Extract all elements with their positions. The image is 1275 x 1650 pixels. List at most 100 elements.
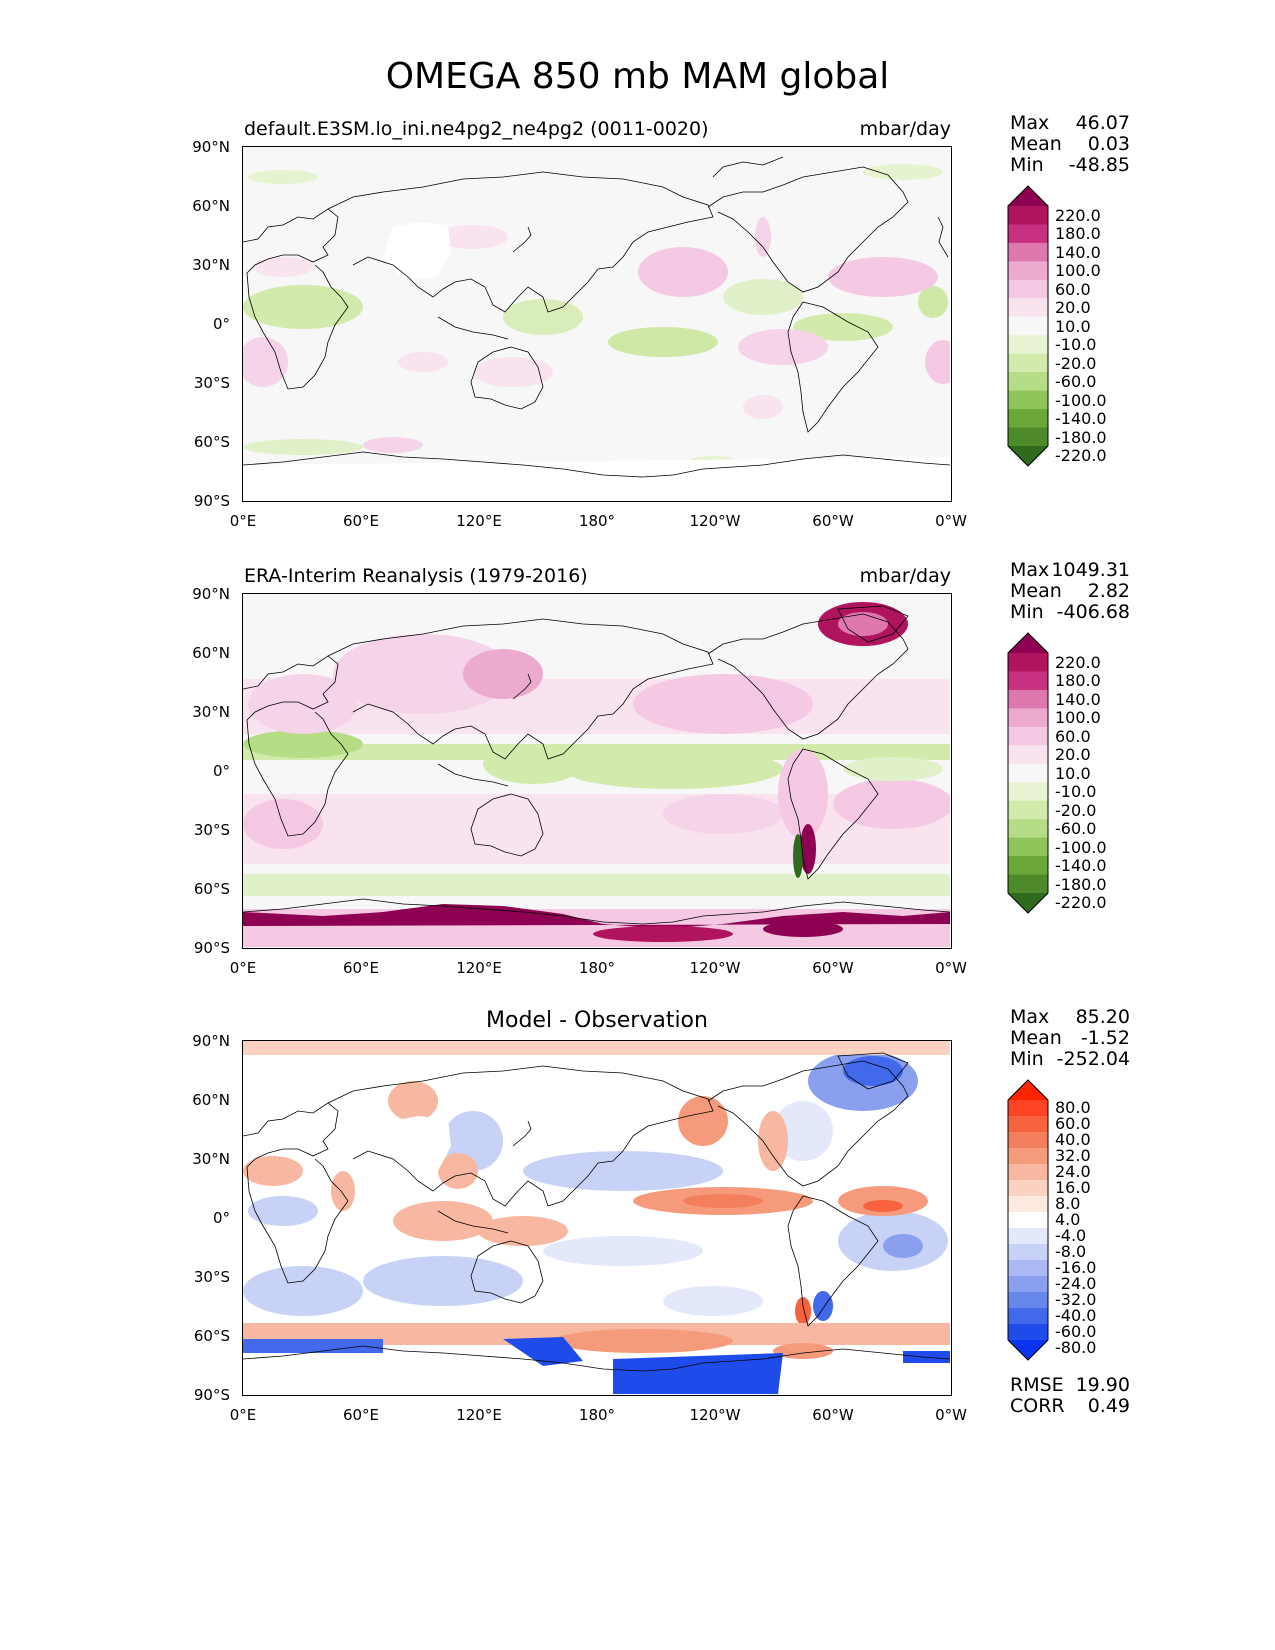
stat-value-max: 1049.31 bbox=[1051, 559, 1130, 581]
xtick-label: 60°E bbox=[342, 959, 380, 977]
xtick-label: 0°E bbox=[229, 959, 257, 977]
colorbar-level-label: 40.0 bbox=[1055, 1130, 1091, 1149]
xtick-label: 60°W bbox=[812, 959, 854, 977]
colorbar-segment bbox=[1008, 819, 1048, 839]
xtick-label: 0°W bbox=[935, 959, 967, 977]
colorbar-level-label: 24.0 bbox=[1055, 1162, 1091, 1181]
panel-3-colorbar bbox=[1007, 1079, 1053, 1361]
ytick-label: 60°S bbox=[193, 1327, 230, 1345]
stat-label-corr: CORR bbox=[1010, 1395, 1065, 1417]
xtick-label: 0°W bbox=[935, 512, 967, 530]
panel-2-title: ERA-Interim Reanalysis (1979-2016) bbox=[244, 565, 588, 587]
colorbar-level-label: -20.0 bbox=[1055, 800, 1097, 820]
colorbar-level-label: -180.0 bbox=[1055, 427, 1107, 447]
ytick-label: 60°S bbox=[193, 433, 230, 451]
xtick-label: 60°E bbox=[342, 512, 380, 530]
ytick-label: 60°N bbox=[192, 1091, 230, 1109]
colorbar-level-label: 180.0 bbox=[1055, 671, 1101, 691]
colorbar-level-label: -80.0 bbox=[1055, 1338, 1097, 1357]
xtick-label: 120°E bbox=[456, 1406, 502, 1424]
colorbar-segment bbox=[1008, 745, 1048, 765]
ytick-label: 30°S bbox=[193, 374, 230, 392]
colorbar-level-label: 100.0 bbox=[1055, 261, 1101, 281]
stat-value-min: -252.04 bbox=[1056, 1048, 1130, 1070]
colorbar-segment bbox=[1008, 856, 1048, 876]
colorbar-level-label: -140.0 bbox=[1055, 856, 1107, 876]
colorbar-level-label: 180.0 bbox=[1055, 224, 1101, 244]
colorbar-level-label: -10.0 bbox=[1055, 782, 1097, 802]
colorbar-segment bbox=[1008, 409, 1048, 429]
stat-value-min: -406.68 bbox=[1056, 601, 1130, 623]
colorbar-extend-min bbox=[1008, 1340, 1048, 1360]
colorbar-segment bbox=[1008, 242, 1048, 262]
colorbar-level-label: -60.0 bbox=[1055, 372, 1097, 392]
colorbar-level-label: -60.0 bbox=[1055, 1322, 1097, 1341]
stat-label-min: Min bbox=[1010, 601, 1044, 623]
colorbar-segment bbox=[1008, 653, 1048, 672]
ytick-label: 0° bbox=[212, 1209, 230, 1227]
colorbar-segment bbox=[1008, 261, 1048, 281]
colorbar-level-label: 32.0 bbox=[1055, 1146, 1091, 1165]
panel-2-units: mbar/day bbox=[859, 565, 951, 587]
colorbar-segment bbox=[1008, 1116, 1048, 1133]
colorbar-level-label: -100.0 bbox=[1055, 390, 1107, 410]
colorbar-level-label: -16.0 bbox=[1055, 1258, 1097, 1277]
panel-1-units: mbar/day bbox=[859, 118, 951, 140]
ytick-label: 60°S bbox=[193, 880, 230, 898]
xtick-label: 120°W bbox=[689, 512, 741, 530]
colorbar-outline bbox=[1007, 185, 1049, 467]
colorbar-extend-max bbox=[1008, 633, 1048, 653]
colorbar-level-label: 20.0 bbox=[1055, 298, 1091, 318]
colorbar-extend-max bbox=[1008, 186, 1048, 206]
colorbar-level-label: 60.0 bbox=[1055, 279, 1091, 299]
colorbar-level-label: 100.0 bbox=[1055, 708, 1101, 728]
colorbar-level-label: 140.0 bbox=[1055, 242, 1101, 262]
xtick-label: 120°E bbox=[456, 512, 502, 530]
xtick-label: 120°E bbox=[456, 959, 502, 977]
colorbar-segment bbox=[1008, 1292, 1048, 1309]
colorbar-segment bbox=[1008, 671, 1048, 691]
stat-value-max: 46.07 bbox=[1075, 112, 1130, 134]
colorbar-level-label: 4.0 bbox=[1055, 1210, 1081, 1229]
stat-label-max: Max bbox=[1010, 1006, 1050, 1028]
colorbar-segment bbox=[1008, 298, 1048, 318]
stat-label-mean: Mean bbox=[1010, 1027, 1062, 1049]
colorbar-level-label: 220.0 bbox=[1055, 653, 1101, 672]
colorbar-segment bbox=[1008, 1324, 1048, 1341]
colorbar-level-label: 60.0 bbox=[1055, 1114, 1091, 1133]
ytick-label: 60°N bbox=[192, 644, 230, 662]
colorbar-extend-max bbox=[1008, 1080, 1048, 1100]
colorbar-level-label: -20.0 bbox=[1055, 353, 1097, 373]
colorbar-level-label: 8.0 bbox=[1055, 1194, 1081, 1213]
panel-1-map bbox=[242, 146, 952, 502]
colorbar-segment bbox=[1008, 427, 1048, 447]
colorbar-extend-min bbox=[1008, 446, 1048, 466]
stat-label-min: Min bbox=[1010, 154, 1044, 176]
ytick-label: 30°S bbox=[193, 1268, 230, 1286]
xtick-label: 120°W bbox=[689, 959, 741, 977]
colorbar-level-label: 16.0 bbox=[1055, 1178, 1091, 1197]
stat-label-max: Max bbox=[1010, 112, 1050, 134]
xtick-label: 180° bbox=[578, 959, 616, 977]
colorbar-segment bbox=[1008, 206, 1048, 225]
xtick-label: 180° bbox=[578, 1406, 616, 1424]
stat-label-mean: Mean bbox=[1010, 580, 1062, 602]
colorbar-segment bbox=[1008, 279, 1048, 299]
ytick-label: 0° bbox=[212, 762, 230, 780]
ytick-label: 30°S bbox=[193, 821, 230, 839]
stat-value-mean: 2.82 bbox=[1087, 580, 1130, 602]
colorbar-segment bbox=[1008, 353, 1048, 373]
colorbar-segment bbox=[1008, 316, 1048, 336]
stat-label-rmse: RMSE bbox=[1010, 1374, 1064, 1396]
colorbar-segment bbox=[1008, 708, 1048, 728]
ytick-label: 90°S bbox=[193, 1386, 230, 1404]
colorbar-segment bbox=[1008, 1244, 1048, 1261]
colorbar-segment bbox=[1008, 782, 1048, 802]
colorbar-segment bbox=[1008, 837, 1048, 857]
colorbar-level-label: -8.0 bbox=[1055, 1242, 1087, 1261]
panel-3-map bbox=[242, 1040, 952, 1396]
ytick-label: 60°N bbox=[192, 197, 230, 215]
figure-title: OMEGA 850 mb MAM global bbox=[385, 56, 890, 97]
colorbar-segment bbox=[1008, 800, 1048, 820]
panel-1-title: default.E3SM.lo_ini.ne4pg2_ne4pg2 (0011-… bbox=[244, 118, 709, 140]
